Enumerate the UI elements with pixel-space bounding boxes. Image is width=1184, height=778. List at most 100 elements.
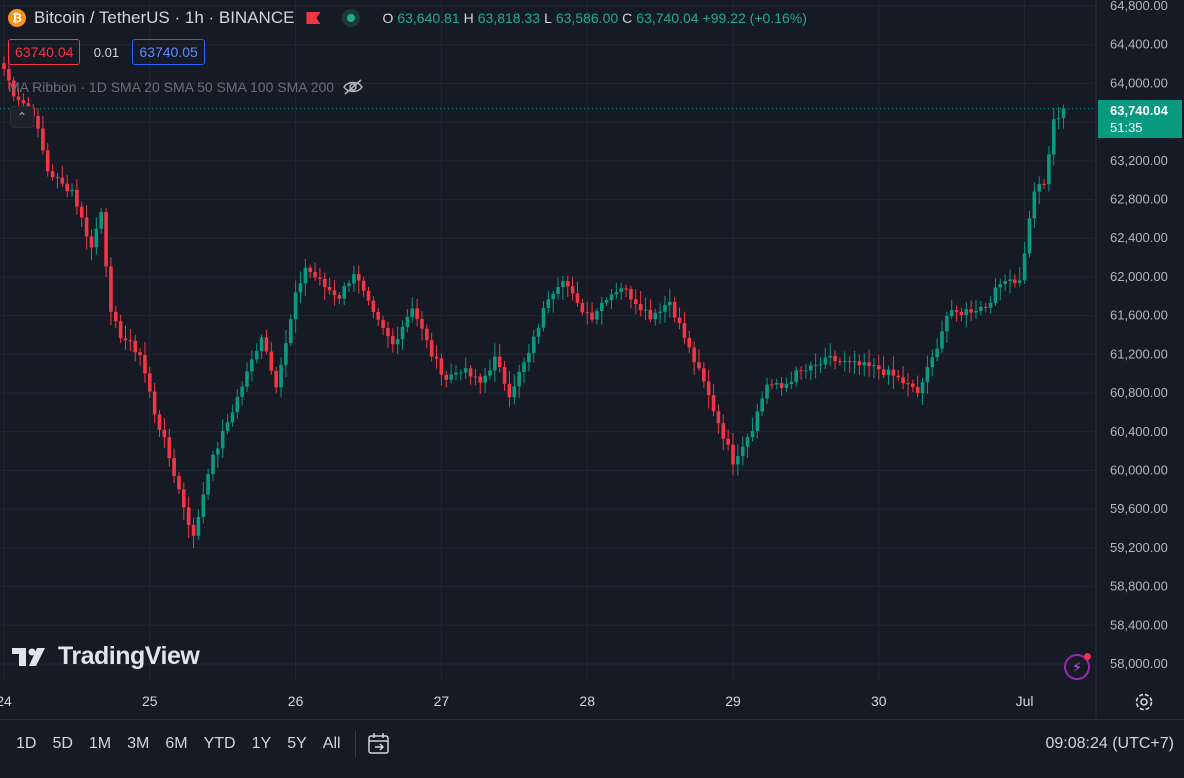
symbol-title[interactable]: Bitcoin / TetherUS · 1h · BINANCE [34, 8, 295, 27]
candle [906, 373, 910, 397]
eye-off-icon[interactable] [342, 79, 364, 95]
candle [585, 301, 589, 325]
spread-value: 0.01 [93, 44, 120, 60]
candle [998, 278, 1003, 301]
go-to-date-icon[interactable] [366, 731, 392, 757]
candle [434, 345, 439, 369]
candle [765, 377, 769, 404]
bottom-toolbar: 1D 5D 1M 3M 6M YTD 1Y 5Y All 09:08:24 (UTC+7) [0, 719, 1184, 767]
candle [196, 509, 201, 540]
candle [512, 374, 517, 405]
candle [245, 362, 249, 392]
range-button-6m[interactable]: 6M [165, 734, 188, 752]
range-button-1d[interactable]: 1D [16, 734, 37, 752]
tradingview-mark-icon [12, 647, 45, 666]
range-button-all[interactable]: All [322, 734, 341, 752]
candle [366, 286, 371, 306]
candle [726, 429, 730, 451]
tradingview-logo[interactable]: TradingView [12, 642, 200, 671]
candle [2, 56, 6, 77]
gear-icon[interactable] [1133, 691, 1155, 713]
candle [1027, 211, 1032, 258]
candle [240, 381, 244, 406]
x-tick-label: 25 [142, 693, 158, 709]
candle [522, 357, 526, 384]
candle [439, 353, 444, 386]
candle [1056, 106, 1061, 130]
candle [322, 272, 327, 301]
y-tick-label: 59,200.00 [1110, 540, 1168, 555]
range-button-1y[interactable]: 1Y [251, 734, 272, 752]
candle [138, 347, 142, 366]
low-value: 63,586.00 [555, 10, 619, 26]
candle [804, 364, 808, 380]
candle [551, 290, 555, 313]
x-tick-label: 27 [434, 693, 450, 709]
bitcoin-icon: ₿ [8, 9, 26, 27]
y-tick-label: 62,400.00 [1110, 230, 1168, 245]
change-value: +99.22 (+0.16%) [702, 10, 807, 26]
buy-button[interactable]: 63740.05 [132, 39, 205, 65]
range-button-5d[interactable]: 5D [52, 734, 73, 752]
candle [638, 291, 643, 317]
candle [556, 277, 560, 300]
candle [570, 276, 575, 301]
candle [167, 428, 172, 467]
candle [862, 353, 867, 377]
range-button-3m[interactable]: 3M [127, 734, 150, 752]
y-tick-label: 62,000.00 [1110, 269, 1168, 284]
candle [250, 350, 254, 382]
indicator-legend[interactable]: MA Ribbon · 1D SMA 20 SMA 50 SMA 100 SMA… [8, 79, 364, 95]
candle [133, 334, 138, 362]
candle [206, 468, 210, 500]
sell-button[interactable]: 63740.04 [8, 39, 81, 65]
candle [624, 284, 628, 298]
candle [75, 179, 79, 215]
ohlc-values: O 63,640.81 H 63,818.33 L 63,586.00 C 63,740… [382, 10, 806, 26]
candle [113, 305, 118, 328]
candle [755, 403, 760, 439]
y-tick-label: 62,800.00 [1110, 192, 1168, 207]
candle [444, 370, 449, 388]
candle [677, 307, 682, 330]
candle [813, 353, 818, 379]
candle [327, 277, 332, 295]
candle [634, 289, 638, 315]
candle [604, 297, 609, 306]
range-button-1m[interactable]: 1M [88, 734, 112, 752]
candle [711, 384, 716, 417]
lightning-icon[interactable]: ⚡ [1064, 653, 1091, 680]
candle [687, 330, 692, 353]
candle [531, 330, 536, 363]
clock-timezone[interactable]: 09:08:24 (UTC+7) [1045, 735, 1174, 752]
candle [284, 329, 288, 378]
candle [595, 308, 599, 325]
candle [736, 444, 740, 476]
candle [527, 343, 531, 372]
candle [648, 299, 653, 323]
candle [386, 321, 390, 348]
candle [220, 419, 225, 458]
market-status-icon[interactable] [342, 9, 361, 27]
candle [11, 76, 16, 102]
candle [911, 379, 915, 393]
candle [740, 436, 745, 466]
candle [993, 278, 998, 306]
collapse-legend-button[interactable]: ⌃ [10, 106, 34, 128]
candle [493, 343, 497, 382]
candle [852, 350, 857, 374]
candle [847, 356, 852, 373]
candle [473, 368, 478, 386]
flag-icon[interactable] [306, 12, 321, 24]
candle [940, 320, 944, 354]
candle [143, 341, 147, 383]
last-price-label: 63,740.04 51:35 [1098, 100, 1182, 138]
x-tick-label: 26 [288, 693, 304, 709]
x-tick-label: 28 [579, 693, 595, 709]
candle [599, 296, 604, 325]
candle [259, 334, 264, 360]
range-button-ytd[interactable]: YTD [203, 734, 236, 752]
high-value: 63,818.33 [477, 10, 541, 26]
range-button-5y[interactable]: 5Y [287, 734, 307, 752]
